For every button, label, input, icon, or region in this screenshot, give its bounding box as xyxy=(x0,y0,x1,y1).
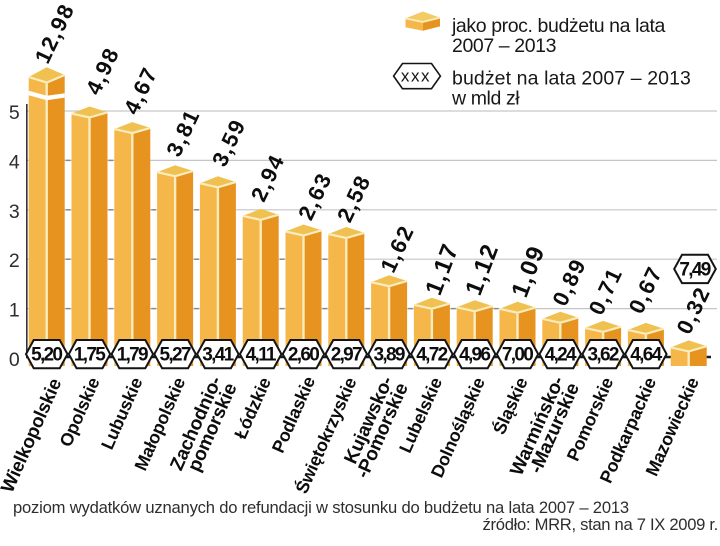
svg-text:1: 1 xyxy=(9,300,20,322)
svg-text:xxx: xxx xyxy=(401,67,431,86)
svg-text:źródło: MRR, stan na 7 IX 2009: źródło: MRR, stan na 7 IX 2009 r. xyxy=(483,515,718,534)
svg-text:5,27: 5,27 xyxy=(160,345,191,366)
svg-text:5,20: 5,20 xyxy=(31,345,62,366)
svg-text:4,72: 4,72 xyxy=(416,345,447,366)
svg-text:w mld zł: w mld zł xyxy=(451,88,520,110)
svg-text:poziom wydatków uznanych do re: poziom wydatków uznanych do refundacji w… xyxy=(13,498,629,517)
svg-text:4,64: 4,64 xyxy=(630,345,662,366)
svg-text:3,62: 3,62 xyxy=(588,345,619,366)
svg-text:2: 2 xyxy=(9,250,20,272)
svg-text:7,49: 7,49 xyxy=(679,260,710,281)
svg-text:2,97: 2,97 xyxy=(331,345,362,366)
svg-text:1,75: 1,75 xyxy=(74,345,106,366)
svg-text:4,24: 4,24 xyxy=(545,345,577,366)
svg-text:1,79: 1,79 xyxy=(117,345,148,366)
svg-text:2,60: 2,60 xyxy=(288,345,319,366)
svg-text:5: 5 xyxy=(9,102,20,124)
svg-text:jako proc. budżetu na lata: jako proc. budżetu na lata xyxy=(451,15,665,37)
svg-text:3: 3 xyxy=(9,201,20,223)
svg-text:budżet na lata 2007 – 2013: budżet na lata 2007 – 2013 xyxy=(452,68,691,90)
svg-text:4: 4 xyxy=(9,151,20,173)
svg-text:7,00: 7,00 xyxy=(502,345,533,366)
svg-text:4,11: 4,11 xyxy=(246,345,277,366)
svg-text:2007 – 2013: 2007 – 2013 xyxy=(452,35,556,57)
svg-text:0: 0 xyxy=(9,349,20,371)
svg-text:4,96: 4,96 xyxy=(459,345,490,366)
svg-text:3,41: 3,41 xyxy=(202,345,234,366)
svg-text:3,89: 3,89 xyxy=(374,345,405,366)
